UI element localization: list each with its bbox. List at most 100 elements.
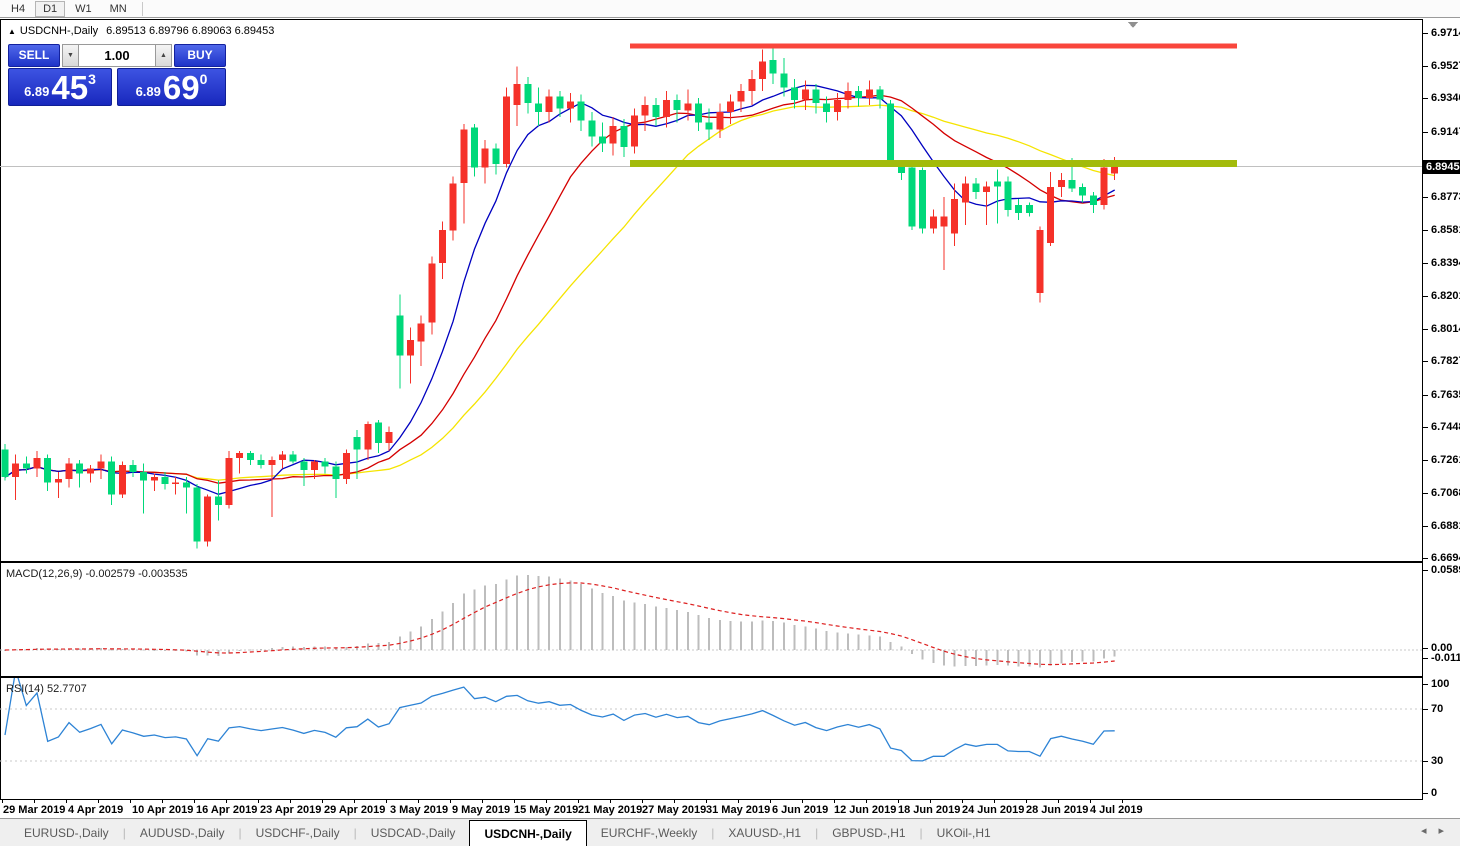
indicator-axis-label: 0.058954	[1431, 564, 1460, 576]
price-axis-tick	[1423, 296, 1428, 298]
chart-tab-usdcnh[interactable]: USDCNH-,Daily	[469, 820, 587, 846]
time-axis-label: 28 Jun 2019	[1026, 804, 1089, 816]
timeframe-button-mn[interactable]: MN	[109, 2, 127, 15]
rsi-label: RSI(14) 52.7707	[6, 683, 87, 695]
main-chart-panel[interactable]	[0, 19, 1423, 562]
timeframe-button-d1[interactable]: D1	[35, 0, 66, 17]
chart-title: ▲ USDCNH-,Daily 6.89513 6.89796 6.89063 6.…	[8, 25, 274, 37]
rsi-indicator-chart[interactable]	[0, 678, 1422, 799]
chart-tab-gbpusd[interactable]: GBPUSD-,H1	[832, 825, 906, 840]
time-axis-tick	[866, 800, 867, 803]
price-axis-label: 6.70685	[1431, 487, 1460, 500]
price-axis-tick	[1423, 328, 1428, 330]
time-axis-tick	[994, 800, 995, 803]
time-axis[interactable]: 29 Mar 2019 4 Apr 2019 10 Apr 2019 16 Apr 2…	[0, 800, 1460, 819]
price-axis-label: 6.68815	[1431, 519, 1460, 532]
time-axis-label: 4 Apr 2019	[68, 804, 124, 816]
indicator-axis-label: 70	[1431, 703, 1444, 715]
macd-axis[interactable]: 0.058954 0.00-0.011273	[1423, 562, 1460, 677]
price-axis-label: 6.74480	[1431, 421, 1460, 434]
tab-scroll-right-icon[interactable]: ▸	[1438, 825, 1456, 837]
time-axis-tick	[290, 800, 291, 803]
indicator-axis-tick	[1423, 684, 1428, 685]
macd-label: MACD(12,26,9) -0.002579 -0.003535	[6, 568, 188, 580]
time-axis-tick	[2, 800, 3, 803]
chart-tab-xauusd[interactable]: XAUUSD-,H1	[728, 825, 802, 840]
time-axis-tick	[578, 800, 579, 803]
chart-tab-audusd[interactable]: AUDUSD-,Daily	[139, 825, 225, 840]
time-axis-label: 12 Jun 2019	[834, 804, 897, 816]
price-axis-label: 6.80145	[1431, 322, 1460, 335]
time-axis-tick	[386, 800, 387, 803]
sell-price-base: 6.89	[24, 84, 50, 99]
time-axis-tick	[354, 800, 355, 803]
time-axis-label: 29 Apr 2019	[324, 804, 386, 816]
chart-tab-usdchf[interactable]: USDCHF-,Daily	[255, 825, 340, 840]
price-axis[interactable]: 6.97140 6.95270 6.93400 6.91475 6.87735 6.858…	[1423, 19, 1460, 564]
volume-increase-button[interactable]: ▲	[155, 44, 172, 67]
tab-separator: |	[353, 825, 357, 840]
time-axis-label: 24 Jun 2019	[962, 804, 1025, 816]
sell-button[interactable]: SELL	[8, 44, 60, 67]
time-axis-tick	[1122, 800, 1123, 803]
chart-tab-ukoil[interactable]: UKOil-,H1	[936, 825, 991, 840]
candlestick-chart[interactable]	[0, 20, 1422, 561]
time-axis-tick	[674, 800, 675, 803]
volume-input[interactable]: 1.00	[79, 44, 155, 67]
time-axis-label: 10 Apr 2019	[132, 804, 194, 816]
macd-panel[interactable]	[0, 562, 1423, 677]
volume-decrease-button[interactable]: ▼	[62, 44, 79, 67]
time-axis-label: 3 May 2019	[390, 804, 449, 816]
indicator-axis-tick	[1423, 658, 1428, 659]
price-axis-label: 6.97140	[1431, 27, 1460, 39]
time-axis-tick	[1058, 800, 1059, 803]
time-axis-tick	[482, 800, 483, 803]
indicator-axis-label: -0.011273	[1431, 652, 1460, 664]
timeframe-button-w1[interactable]: W1	[75, 2, 92, 15]
time-axis-tick	[322, 800, 323, 803]
time-axis-label: 6 Jun 2019	[772, 804, 829, 816]
tab-scroll-left-icon[interactable]: ◂	[1420, 825, 1439, 837]
price-axis-tick	[1423, 493, 1428, 495]
time-axis-tick	[546, 800, 547, 803]
time-axis-tick	[130, 800, 131, 803]
indicator-axis-tick	[1423, 570, 1428, 571]
rsi-panel[interactable]	[0, 677, 1423, 800]
price-axis-label: 6.72610	[1431, 453, 1460, 466]
toolbar-separator	[141, 1, 143, 16]
one-click-trade-panel: SELL ▼ 1.00 ▲ BUY 6.89 45 3 6.89 69 0	[8, 44, 226, 106]
tab-separator: |	[815, 825, 819, 840]
price-axis-label: 6.76350	[1431, 388, 1460, 401]
buy-button[interactable]: BUY	[174, 44, 226, 67]
time-axis-tick	[450, 800, 451, 803]
rsi-axis[interactable]: 100 70 30 0	[1423, 677, 1460, 800]
time-axis-label: 23 Apr 2019	[260, 804, 322, 816]
sell-price-display[interactable]: 6.89 45 3	[8, 68, 112, 106]
time-axis-tick	[226, 800, 227, 803]
chart-symbol-label: USDCNH-,Daily	[19, 25, 99, 37]
buy-price-big: 69	[162, 69, 200, 106]
indicator-axis-label: 100	[1431, 678, 1450, 690]
buy-price-base: 6.89	[135, 84, 161, 99]
time-axis-tick	[98, 800, 99, 803]
price-axis-tick	[1423, 230, 1428, 232]
time-axis-tick	[706, 800, 707, 803]
timeframe-button-h4[interactable]: H4	[11, 2, 26, 15]
chart-tab-eurusd[interactable]: EURUSD-,Daily	[24, 825, 109, 840]
price-axis-label: 6.91475	[1431, 125, 1460, 138]
price-axis-tick	[1423, 361, 1428, 363]
price-axis-tick	[1423, 98, 1428, 100]
time-axis-tick	[834, 800, 835, 803]
time-axis-tick	[162, 800, 163, 803]
price-axis-label: 6.83940	[1431, 256, 1460, 269]
macd-indicator-chart[interactable]	[0, 563, 1422, 676]
chart-tab-eurchf[interactable]: EURCHF-,Weekly	[600, 825, 698, 840]
price-axis-tick	[1423, 525, 1428, 527]
trade-panel-toggle-icon[interactable]: ▲	[8, 27, 16, 36]
price-axis-label: 6.78275	[1431, 355, 1460, 368]
chart-tab-usdcad[interactable]: USDCAD-,Daily	[370, 825, 456, 840]
tab-scroll-arrows[interactable]: ◂▸	[1421, 824, 1456, 837]
buy-price-display[interactable]: 6.89 69 0	[117, 68, 226, 106]
time-axis-tick	[610, 800, 611, 803]
price-axis-tick	[1423, 558, 1428, 560]
